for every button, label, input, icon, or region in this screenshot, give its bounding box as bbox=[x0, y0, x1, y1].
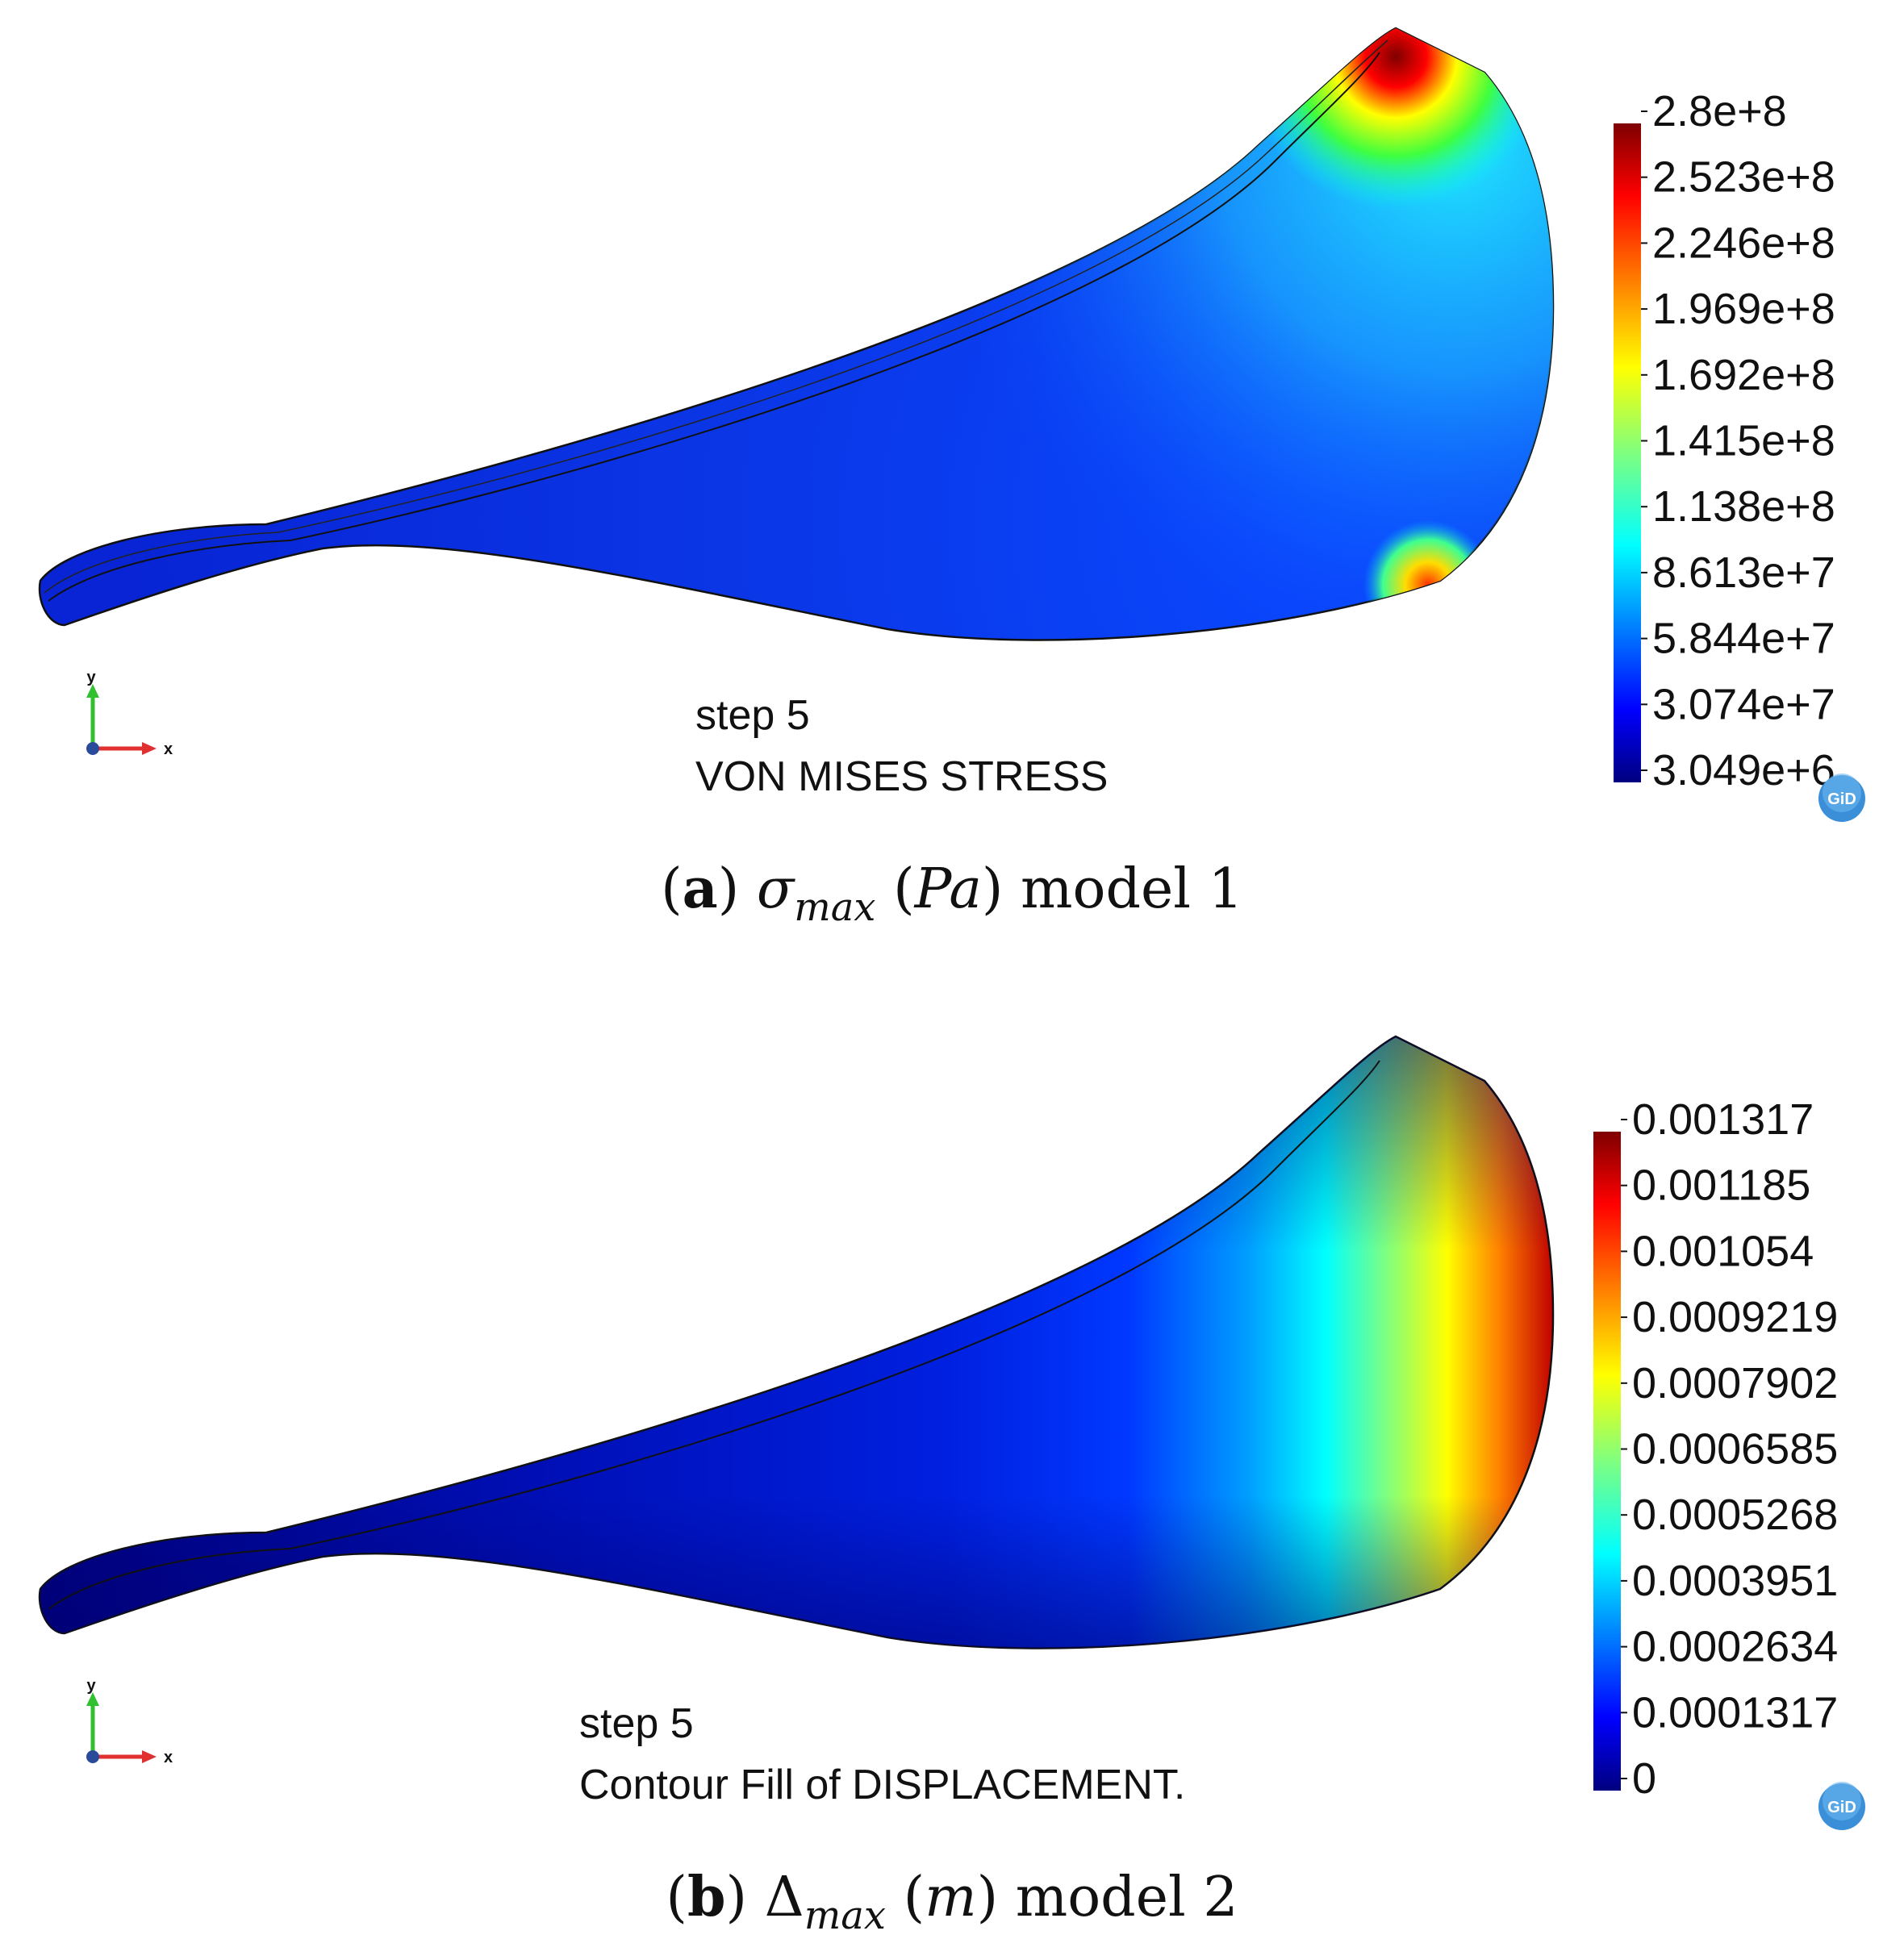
caption-b: (b) Δmax (m) model 2 bbox=[666, 1865, 1238, 1938]
legend-tick-label: 1.138e+8 bbox=[1652, 482, 1835, 531]
legend-tick-label: 1.969e+8 bbox=[1652, 285, 1835, 333]
step-label-b: step 5 bbox=[579, 1700, 694, 1747]
legend-tick-label: 0.001185 bbox=[1632, 1161, 1810, 1210]
legend-tick-label: 1.692e+8 bbox=[1652, 351, 1835, 399]
caption-b-suffix: model 2 bbox=[1016, 1866, 1238, 1929]
gid-logo-a: GiD bbox=[1818, 774, 1865, 822]
gid-logo-b: GiD bbox=[1818, 1782, 1865, 1830]
legend-tick-label: 0 bbox=[1632, 1754, 1656, 1803]
displacement-shade bbox=[40, 1036, 1554, 1649]
blade-edge-line-2 bbox=[44, 40, 1388, 594]
legend-tick-label: 0.0001317 bbox=[1632, 1688, 1838, 1737]
legend-tick-label: 0.0007902 bbox=[1632, 1359, 1838, 1407]
caption-b-subscript: max bbox=[804, 1893, 886, 1938]
legend-tick-label: 2.523e+8 bbox=[1652, 153, 1835, 202]
axis-x-label-b: x bbox=[164, 1749, 173, 1766]
axis-y-label-b: y bbox=[86, 1677, 96, 1695]
caption-a-letter: a bbox=[683, 857, 718, 921]
result-title-a: VON MISES STRESS bbox=[695, 753, 1108, 800]
legend-tick-label: 3.049e+6 bbox=[1652, 746, 1835, 794]
axis-x-label-a: x bbox=[164, 740, 173, 758]
legend-tick-label: 2.8e+8 bbox=[1652, 87, 1787, 136]
caption-a: (a) σmax (Pa) model 1 bbox=[661, 857, 1243, 930]
caption-a-subscript: max bbox=[794, 885, 875, 930]
caption-b-unit: m bbox=[925, 1866, 976, 1929]
legend-tick-label: 0.0009219 bbox=[1632, 1293, 1838, 1341]
legend-tick-label: 0.0003951 bbox=[1632, 1557, 1838, 1605]
legend-tick-label: 0.0005268 bbox=[1632, 1491, 1838, 1539]
result-title-b: Contour Fill of DISPLACEMENT. bbox=[579, 1762, 1185, 1808]
panel-a bbox=[38, 27, 1555, 641]
caption-a-suffix: model 1 bbox=[1021, 857, 1243, 921]
legend-tick-label: 2.246e+8 bbox=[1652, 219, 1835, 267]
color-legend-a: 2.8e+8 2.523e+8 2.246e+8 1.969e+8 1.692e+8 1.… bbox=[1614, 87, 1835, 794]
gid-logo-text-b: GiD bbox=[1827, 1799, 1856, 1816]
panel-b bbox=[38, 1035, 1555, 1649]
gid-logo-text-a: GiD bbox=[1827, 790, 1856, 808]
legend-tick-label: 0.0006585 bbox=[1632, 1425, 1838, 1474]
legend-tick-label: 5.844e+7 bbox=[1652, 615, 1835, 663]
axis-y-label-a: y bbox=[86, 669, 96, 686]
blade-edge-line-b bbox=[48, 1060, 1380, 1610]
caption-a-symbol: σ bbox=[757, 857, 795, 921]
legend-tick-label: 0.001317 bbox=[1632, 1095, 1814, 1144]
axis-triad-b: y x bbox=[86, 1677, 173, 1766]
color-legend-b: 0.001317 0.001185 0.001054 0.0009219 0.00079… bbox=[1593, 1095, 1838, 1803]
stress-hotspot-bottom bbox=[40, 28, 1554, 640]
legend-bar-b bbox=[1593, 1132, 1621, 1791]
axis-triad-a: y x bbox=[86, 669, 173, 758]
caption-b-letter: b bbox=[687, 1865, 726, 1929]
legend-tick-label: 8.613e+7 bbox=[1652, 548, 1835, 597]
blade-edge-line-1 bbox=[48, 52, 1380, 602]
legend-ticks-b: 0.001317 0.001185 0.001054 0.0009219 0.00079… bbox=[1621, 1095, 1838, 1803]
legend-tick-label: 1.415e+8 bbox=[1652, 417, 1835, 465]
caption-a-unit: Pa bbox=[913, 857, 982, 921]
legend-tick-label: 3.074e+7 bbox=[1652, 680, 1835, 728]
legend-tick-label: 0.0002634 bbox=[1632, 1623, 1838, 1671]
legend-bar-a bbox=[1614, 123, 1641, 782]
legend-ticks-a: 2.8e+8 2.523e+8 2.246e+8 1.969e+8 1.692e+8 1.… bbox=[1641, 87, 1835, 794]
caption-b-symbol: Δ bbox=[765, 1866, 804, 1929]
step-label-a: step 5 bbox=[695, 692, 810, 739]
legend-tick-label: 0.001054 bbox=[1632, 1227, 1814, 1275]
